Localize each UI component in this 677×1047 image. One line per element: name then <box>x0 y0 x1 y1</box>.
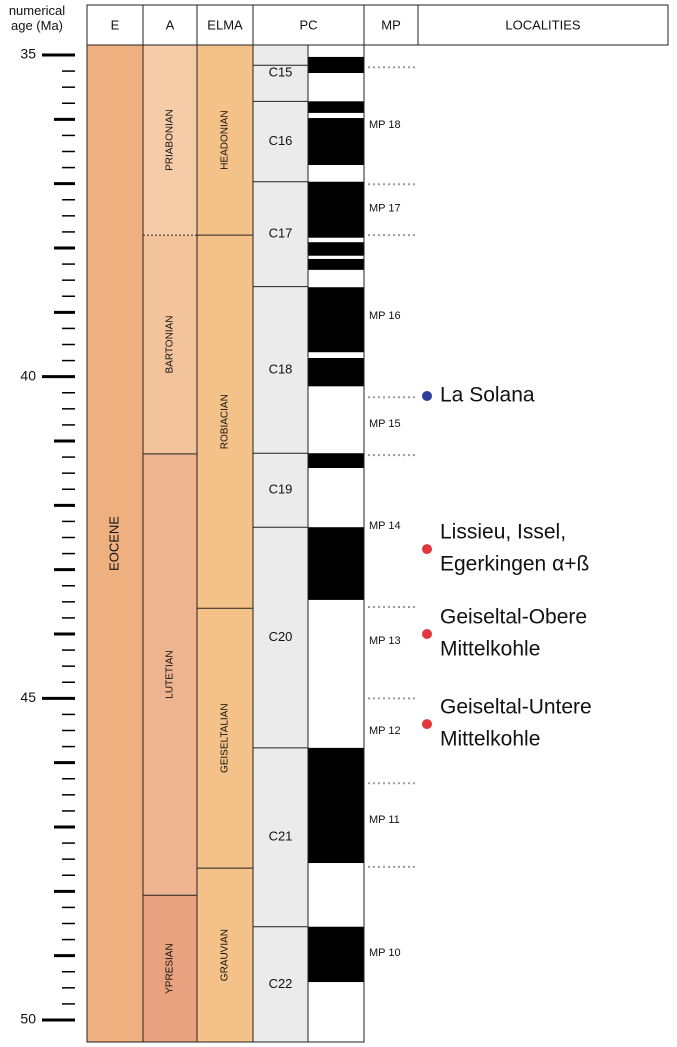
chron-label: C19 <box>269 482 293 497</box>
locality-dot <box>422 544 432 555</box>
locality-label: Egerkingen α+ß <box>440 553 589 576</box>
chron <box>253 286 308 454</box>
chron <box>253 453 308 528</box>
epoch <box>87 45 143 1042</box>
locality-label: Geiseltal-Untere <box>440 696 592 719</box>
locality-dot <box>422 629 432 639</box>
normal-polarity <box>308 358 364 387</box>
elma-label: ROBIACIAN <box>220 394 231 449</box>
header-cell <box>417 4 669 46</box>
age <box>143 895 197 1042</box>
chron-label: C17 <box>269 226 293 241</box>
locality-dot <box>422 719 432 730</box>
normal-polarity <box>308 258 364 270</box>
elma <box>197 608 253 869</box>
chron-label: C18 <box>269 361 293 376</box>
normal-polarity <box>308 453 364 469</box>
chron-label: C21 <box>269 829 293 844</box>
mp-label: MP 12 <box>369 725 401 737</box>
column-outline <box>307 44 365 1043</box>
age <box>143 235 197 454</box>
tick-label: 40 <box>20 367 36 383</box>
locality-dot <box>422 390 432 401</box>
mp-label: MP 11 <box>369 814 400 826</box>
age-label: LUTETIAN <box>165 650 176 698</box>
mp-label: MP 16 <box>369 310 401 322</box>
locality-label: Mittelkohle <box>440 728 540 751</box>
mp-label: MP 13 <box>369 635 401 647</box>
locality-label: La Solana <box>440 384 535 407</box>
locality-label: Geiseltal-Obere <box>440 606 587 629</box>
mp-label: MP 10 <box>369 947 401 959</box>
mp-label: MP 17 <box>369 203 401 215</box>
elma <box>197 868 253 1042</box>
normal-polarity <box>308 101 364 113</box>
header-cell <box>86 4 144 46</box>
age-label: PRIABONIAN <box>165 109 176 171</box>
header-label: LOCALITIES <box>505 17 580 32</box>
chron-label: C15 <box>269 65 293 80</box>
header-cell <box>142 4 198 46</box>
age-label: YPRESIAN <box>165 943 176 994</box>
mp-label: MP 14 <box>369 520 401 532</box>
mp-label: MP 18 <box>369 119 401 131</box>
header-label: MP <box>381 17 401 32</box>
chron-label: C16 <box>269 133 293 148</box>
age <box>143 453 197 896</box>
chron <box>253 45 308 102</box>
normal-polarity <box>308 242 364 256</box>
chron <box>253 101 308 182</box>
normal-polarity <box>308 527 364 600</box>
elma-label: HEADONIAN <box>220 110 231 169</box>
header-label: A <box>166 17 175 32</box>
normal-polarity <box>308 747 364 864</box>
age <box>143 45 197 236</box>
tick-label: 35 <box>20 46 36 62</box>
chron-label: C22 <box>269 976 293 991</box>
elma-label: GRAUVIAN <box>220 929 231 981</box>
chron <box>253 527 308 748</box>
elma-label: GEISELTALIAN <box>220 703 231 773</box>
header-label: PC <box>299 17 317 32</box>
normal-polarity <box>308 118 364 166</box>
header-cell <box>363 4 419 46</box>
age-label: BARTONIAN <box>165 316 176 374</box>
chron <box>253 926 308 1042</box>
header-cell <box>196 4 254 46</box>
normal-polarity <box>308 56 364 74</box>
chron-label: C20 <box>269 629 293 644</box>
normal-polarity <box>308 926 364 983</box>
epoch-label: EOCENE <box>106 516 121 571</box>
mp-label: MP 15 <box>369 418 401 430</box>
tick-label: 45 <box>20 689 36 705</box>
locality-label: Lissieu, Issel, <box>440 521 566 544</box>
normal-polarity <box>308 181 364 238</box>
locality-label: Mittelkohle <box>440 638 540 661</box>
elma <box>197 235 253 609</box>
elma <box>197 45 253 236</box>
normal-polarity <box>308 287 364 353</box>
header-label: E <box>111 17 120 32</box>
chron <box>253 181 308 287</box>
tick-label: 50 <box>20 1011 36 1027</box>
header-label: ELMA <box>207 17 243 32</box>
axis-label: numerical age (Ma) <box>8 3 66 33</box>
chron <box>253 747 308 927</box>
